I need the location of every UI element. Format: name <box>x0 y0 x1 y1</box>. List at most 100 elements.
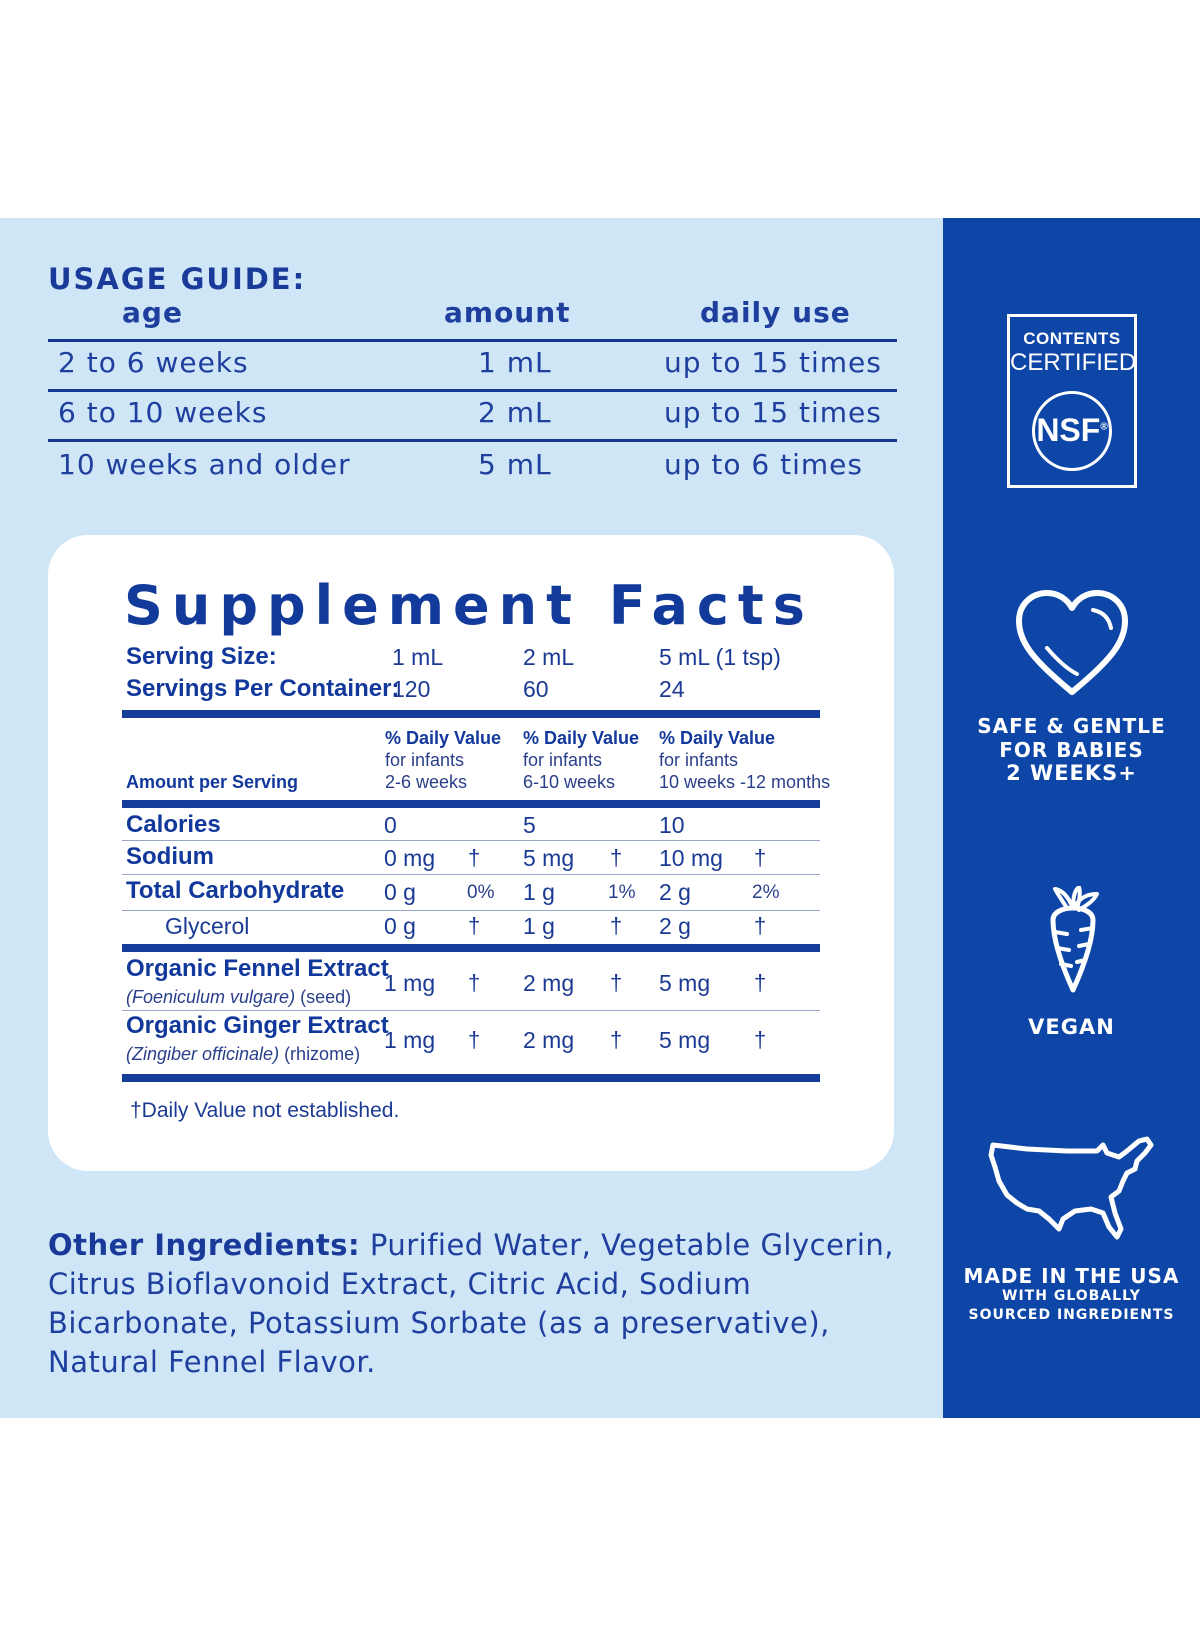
facts-thick-rule <box>122 944 820 952</box>
dagger-mark: † <box>754 845 767 870</box>
fennel-value: 5 mg <box>659 970 711 996</box>
usa-map-icon <box>988 1136 1154 1240</box>
glycerol-value: 0 g <box>384 913 416 939</box>
other-ingredients-text: Purified Water, Vegetable Glycerin, Citr… <box>48 1228 894 1379</box>
dagger-mark: † <box>754 1027 767 1052</box>
usage-divider <box>48 339 897 342</box>
fennel-value: 1 mg <box>384 970 436 996</box>
dagger-mark: † <box>610 1027 623 1052</box>
calories-value: 5 <box>523 812 536 838</box>
facts-thick-rule <box>122 800 820 808</box>
dagger-mark: † <box>754 970 767 995</box>
dagger-mark: † <box>610 970 623 995</box>
facts-thin-rule <box>122 1010 820 1011</box>
sodium-value: 10 mg <box>659 845 723 871</box>
heart-icon <box>1016 590 1128 695</box>
usage-header-daily: daily use <box>700 296 851 329</box>
glycerol-value: 1 g <box>523 913 555 939</box>
dagger-mark: † <box>610 913 623 938</box>
usage-row-age: 2 to 6 weeks <box>58 346 249 379</box>
fennel-value: 2 mg <box>523 970 575 996</box>
dv-head: % Daily Value <box>523 728 640 748</box>
usage-row-age: 10 weeks and older <box>58 448 351 481</box>
ginger-part: (rhizome) <box>279 1044 361 1064</box>
dv-column-header: % Daily Value for infants 6-10 weeks <box>523 728 639 793</box>
servings-value: 24 <box>659 676 685 702</box>
servings-value: 60 <box>523 676 549 702</box>
glycerol-label: Glycerol <box>165 913 250 939</box>
dv-line: for infants <box>523 750 603 770</box>
dv-line: 2-6 weeks <box>385 772 468 792</box>
dv-line: for infants <box>659 750 739 770</box>
glycerol-value: 2 g <box>659 913 691 939</box>
fennel-extract-source: (Foeniculum vulgare) (seed) <box>126 986 351 1008</box>
ginger-value: 1 mg <box>384 1027 436 1053</box>
dv-head: % Daily Value <box>385 728 502 748</box>
calories-label: Calories <box>126 811 221 838</box>
nsf-certified: CERTIFIED <box>1010 349 1137 376</box>
ginger-extract-label: Organic Ginger Extract <box>126 1012 389 1039</box>
carb-percent: 0% <box>467 882 495 903</box>
dv-line: for infants <box>385 750 465 770</box>
ginger-latin-name: (Zingiber officinale) <box>126 1044 280 1064</box>
usage-header-age: age <box>122 296 183 329</box>
nsf-logo-ring <box>1032 391 1112 471</box>
fennel-latin-name: (Foeniculum vulgare) <box>126 987 296 1007</box>
nsf-logo-text: NSF <box>1036 412 1101 448</box>
dagger-mark: † <box>468 1027 481 1052</box>
usage-row-amount: 1 mL <box>478 346 552 379</box>
dagger-mark: † <box>468 845 481 870</box>
facts-thick-rule <box>122 1074 820 1082</box>
usage-divider <box>48 389 897 392</box>
daily-value-footnote: †Daily Value not established. <box>130 1099 400 1122</box>
sodium-value: 5 mg <box>523 845 575 871</box>
usage-divider <box>48 439 897 442</box>
vegan-label: VEGAN <box>1028 1015 1115 1039</box>
ginger-value: 2 mg <box>523 1027 575 1053</box>
facts-thin-rule <box>122 840 820 841</box>
amount-per-serving-label: Amount per Serving <box>126 772 299 792</box>
serving-size-label: Serving Size: <box>126 643 277 670</box>
carb-value: 2 g <box>659 879 691 905</box>
fennel-part: (seed) <box>295 987 352 1007</box>
dv-line: 10 weeks -12 months <box>659 772 831 792</box>
sodium-value: 0 mg <box>384 845 436 871</box>
servings-value: 120 <box>392 676 431 702</box>
usage-row-daily: up to 6 times <box>664 448 863 481</box>
dv-column-header: % Daily Value for infants 2-6 weeks <box>385 728 501 793</box>
usage-row-daily: up to 15 times <box>664 396 882 429</box>
carb-percent: 2% <box>752 882 780 903</box>
dagger-mark: † <box>610 845 623 870</box>
other-ingredients: Other Ingredients: Purified Water, Veget… <box>48 1226 908 1382</box>
calories-value: 10 <box>659 812 685 838</box>
usage-header-amount: amount <box>444 296 571 329</box>
carrot-icon <box>1050 886 1099 993</box>
supplement-facts-title: Supplement Facts <box>124 574 814 637</box>
carb-value: 1 g <box>523 879 555 905</box>
usage-row-amount: 2 mL <box>478 396 552 429</box>
made-in-usa-line1: MADE IN THE USA <box>963 1264 1180 1288</box>
carb-value: 0 g <box>384 879 416 905</box>
safe-gentle-line3: 2 WEEKS+ <box>1006 761 1137 785</box>
calories-value: 0 <box>384 812 397 838</box>
facts-thin-rule <box>122 874 820 875</box>
total-carbohydrate-label: Total Carbohydrate <box>126 877 345 904</box>
nsf-badge: CONTENTS CERTIFIED NSF® <box>1007 314 1137 488</box>
dagger-mark: † <box>468 913 481 938</box>
usage-row-daily: up to 15 times <box>664 346 882 379</box>
facts-thick-rule <box>122 710 820 718</box>
ginger-value: 5 mg <box>659 1027 711 1053</box>
other-ingredients-label: Other Ingredients: <box>48 1228 361 1262</box>
carb-percent: 1% <box>608 882 636 903</box>
badges-sidebar: CONTENTS CERTIFIED NSF® SAFE & GENTLE FO… <box>943 218 1200 1418</box>
dv-line: 6-10 weeks <box>523 772 616 792</box>
serving-size-value: 5 mL (1 tsp) <box>659 644 781 670</box>
made-in-usa-line3: SOURCED INGREDIENTS <box>968 1307 1175 1323</box>
serving-size-value: 1 mL <box>392 644 444 670</box>
usage-guide-title: USAGE GUIDE: <box>48 262 307 296</box>
nsf-contents: CONTENTS <box>1023 329 1121 348</box>
usage-row-age: 6 to 10 weeks <box>58 396 268 429</box>
registered-mark: ® <box>1100 421 1108 433</box>
fennel-extract-label: Organic Fennel Extract <box>126 955 389 982</box>
dagger-mark: † <box>468 970 481 995</box>
